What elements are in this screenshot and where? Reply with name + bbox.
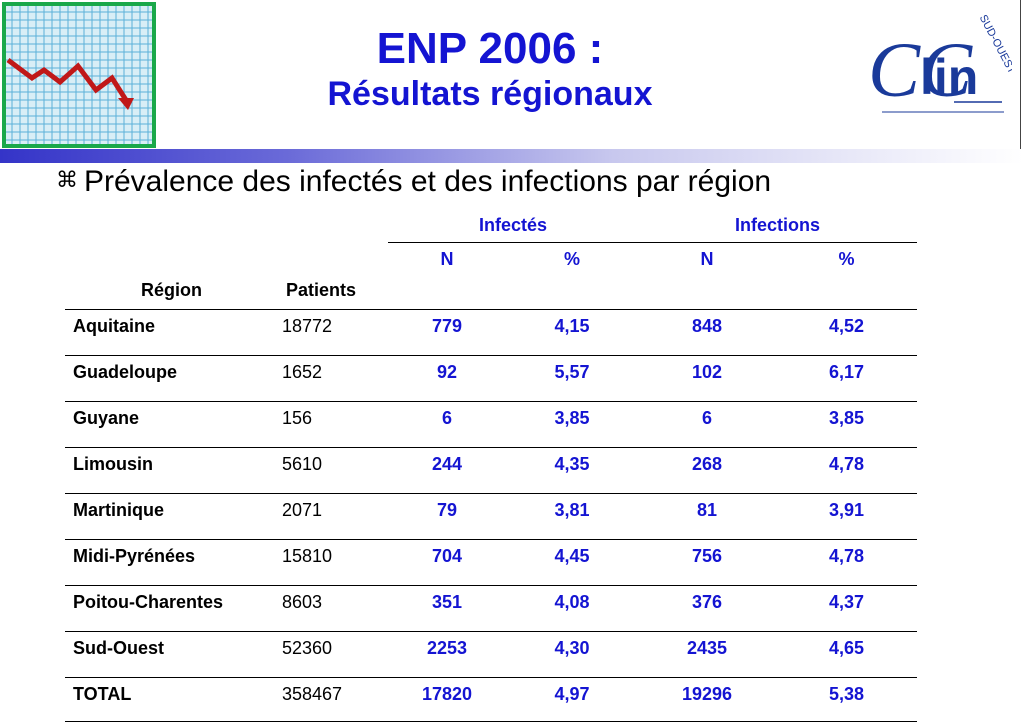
logo-lin-text: lin — [920, 49, 978, 105]
cell-infectes-pct: 3,85 — [506, 400, 638, 447]
cell-infectes-pct: 4,15 — [506, 308, 638, 355]
command-key-icon: ⌘ — [56, 168, 78, 193]
slide-edge-line — [1020, 0, 1021, 160]
col-header-patients: Patients — [286, 279, 357, 300]
cell-region: Guadeloupe — [65, 354, 278, 401]
col-header-infections-pct: % — [838, 249, 855, 269]
col-header-region: Région — [141, 279, 202, 300]
table-row: Poitou-Charentes 8603 351 4,08 376 4,37 — [65, 584, 917, 631]
cell-region: Midi-Pyrénées — [65, 538, 278, 585]
cell-patients: 52360 — [278, 630, 388, 677]
cell-infectes-n: 244 — [388, 446, 506, 493]
table-row: Martinique 2071 79 3,81 81 3,91 — [65, 492, 917, 539]
table-row: Sud-Ouest 52360 2253 4,30 2435 4,65 — [65, 630, 917, 677]
cell-region: Poitou-Charentes — [65, 584, 278, 631]
group-header-infections: Infections — [638, 208, 917, 243]
cell-infections-pct: 3,85 — [776, 400, 917, 447]
col-header-infectes-n: N — [440, 249, 454, 269]
group-header-infectes: Infectés — [388, 208, 638, 243]
cell-infections-pct: 4,65 — [776, 630, 917, 677]
cell-infections-n: 756 — [638, 538, 776, 585]
cell-region: Sud-Ouest — [65, 630, 278, 677]
cell-patients: 15810 — [278, 538, 388, 585]
cell-infectes-pct: 5,57 — [506, 354, 638, 401]
table-row: Guadeloupe 1652 92 5,57 102 6,17 — [65, 354, 917, 401]
cell-infectes-pct: 4,45 — [506, 538, 638, 585]
table-row: Guyane 156 6 3,85 6 3,85 — [65, 400, 917, 447]
cell-infections-pct: 6,17 — [776, 354, 917, 401]
cell-patients: 5610 — [278, 446, 388, 493]
cell-infectes-n: 779 — [388, 308, 506, 355]
cell-infectes-pct: 4,08 — [506, 584, 638, 631]
column-header-row: Région Patients N % N % — [65, 243, 917, 310]
table-row: Aquitaine 18772 779 4,15 848 4,52 — [65, 308, 917, 355]
cclin-sud-ouest-logo: CC lin SUD-OUEST — [868, 13, 1012, 113]
cell-infections-pct: 3,91 — [776, 492, 917, 539]
cell-infections-pct: 4,78 — [776, 446, 917, 493]
cell-infections-n: 102 — [638, 354, 776, 401]
cell-infectes-pct: 4,35 — [506, 446, 638, 493]
prevalence-table: Infectés Infections Région Patients N % … — [65, 208, 917, 722]
cell-infections-n: 2435 — [638, 630, 776, 677]
cell-region: Guyane — [65, 400, 278, 447]
cell-infections-pct: 4,37 — [776, 584, 917, 631]
cell-region: Limousin — [65, 446, 278, 493]
cell-infections-n: 268 — [638, 446, 776, 493]
cell-infectes-n: 704 — [388, 538, 506, 585]
cell-infectes-pct: 3,81 — [506, 492, 638, 539]
cell-patients: 2071 — [278, 492, 388, 539]
group-header-row: Infectés Infections — [65, 208, 917, 243]
cell-infectes-pct: 4,97 — [506, 676, 638, 722]
title-sub: Résultats régionaux — [327, 75, 653, 113]
cell-infections-pct: 4,52 — [776, 308, 917, 355]
cell-region: Aquitaine — [65, 308, 278, 355]
slide-title: ENP 2006 : Résultats régionaux — [200, 24, 780, 114]
title-main: ENP 2006 : — [376, 24, 604, 73]
cell-infections-pct: 5,38 — [776, 676, 917, 722]
logo-ring-text: SUD-OUEST — [977, 13, 1012, 76]
cell-infectes-n: 17820 — [388, 676, 506, 722]
cell-infectes-pct: 4,30 — [506, 630, 638, 677]
cell-infections-n: 6 — [638, 400, 776, 447]
cell-infections-pct: 4,78 — [776, 538, 917, 585]
cell-infections-n: 81 — [638, 492, 776, 539]
table-row: Midi-Pyrénées 15810 704 4,45 756 4,78 — [65, 538, 917, 585]
cell-infections-n: 848 — [638, 308, 776, 355]
cell-infectes-n: 2253 — [388, 630, 506, 677]
cell-infectes-n: 6 — [388, 400, 506, 447]
cell-infectes-n: 92 — [388, 354, 506, 401]
section-heading: ⌘ Prévalence des infectés et des infectio… — [56, 165, 771, 199]
cell-infections-n: 19296 — [638, 676, 776, 722]
table-row: Limousin 5610 244 4,35 268 4,78 — [65, 446, 917, 493]
cell-patients: 8603 — [278, 584, 388, 631]
cell-patients: 1652 — [278, 354, 388, 401]
cell-patients: 156 — [278, 400, 388, 447]
col-header-infectes-pct: % — [563, 249, 580, 269]
table-row-total: TOTAL 358467 17820 4,97 19296 5,38 — [65, 676, 917, 722]
declining-chart-logo-icon — [2, 2, 156, 148]
cell-infections-n: 376 — [638, 584, 776, 631]
cell-patients: 18772 — [278, 308, 388, 355]
section-heading-text: Prévalence des infectés et des infection… — [84, 165, 772, 198]
cell-infectes-n: 79 — [388, 492, 506, 539]
logo-cc-text: CC — [868, 26, 973, 113]
cell-infectes-n: 351 — [388, 584, 506, 631]
cell-patients: 358467 — [278, 676, 388, 722]
title-divider-bar — [0, 149, 1023, 163]
cell-region: TOTAL — [65, 676, 278, 722]
cell-region: Martinique — [65, 492, 278, 539]
col-header-infections-n: N — [700, 249, 714, 269]
